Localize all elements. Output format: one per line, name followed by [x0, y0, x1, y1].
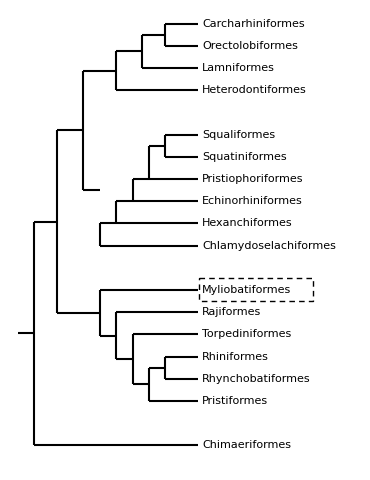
Text: Orectolobiformes: Orectolobiformes — [202, 41, 298, 51]
Text: Torpediniformes: Torpediniformes — [202, 329, 291, 339]
Text: Rhiniformes: Rhiniformes — [202, 351, 269, 361]
Text: Carcharhiniformes: Carcharhiniformes — [202, 19, 305, 29]
Text: Rajiformes: Rajiformes — [202, 307, 261, 317]
Text: Echinorhiniformes: Echinorhiniformes — [202, 196, 303, 206]
Text: Myliobatiformes: Myliobatiformes — [202, 285, 291, 295]
Text: Chimaeriformes: Chimaeriformes — [202, 440, 291, 450]
Text: Pristiophoriformes: Pristiophoriformes — [202, 174, 303, 184]
Text: Heterodontiformes: Heterodontiformes — [202, 85, 307, 95]
Text: Squatiniformes: Squatiniformes — [202, 152, 287, 162]
Text: Rhynchobatiformes: Rhynchobatiformes — [202, 374, 311, 384]
Text: Hexanchiformes: Hexanchiformes — [202, 218, 293, 228]
Text: Chlamydoselachiformes: Chlamydoselachiformes — [202, 240, 336, 251]
Text: Squaliformes: Squaliformes — [202, 130, 275, 140]
Text: Pristiformes: Pristiformes — [202, 396, 268, 406]
Text: Lamniformes: Lamniformes — [202, 63, 275, 73]
